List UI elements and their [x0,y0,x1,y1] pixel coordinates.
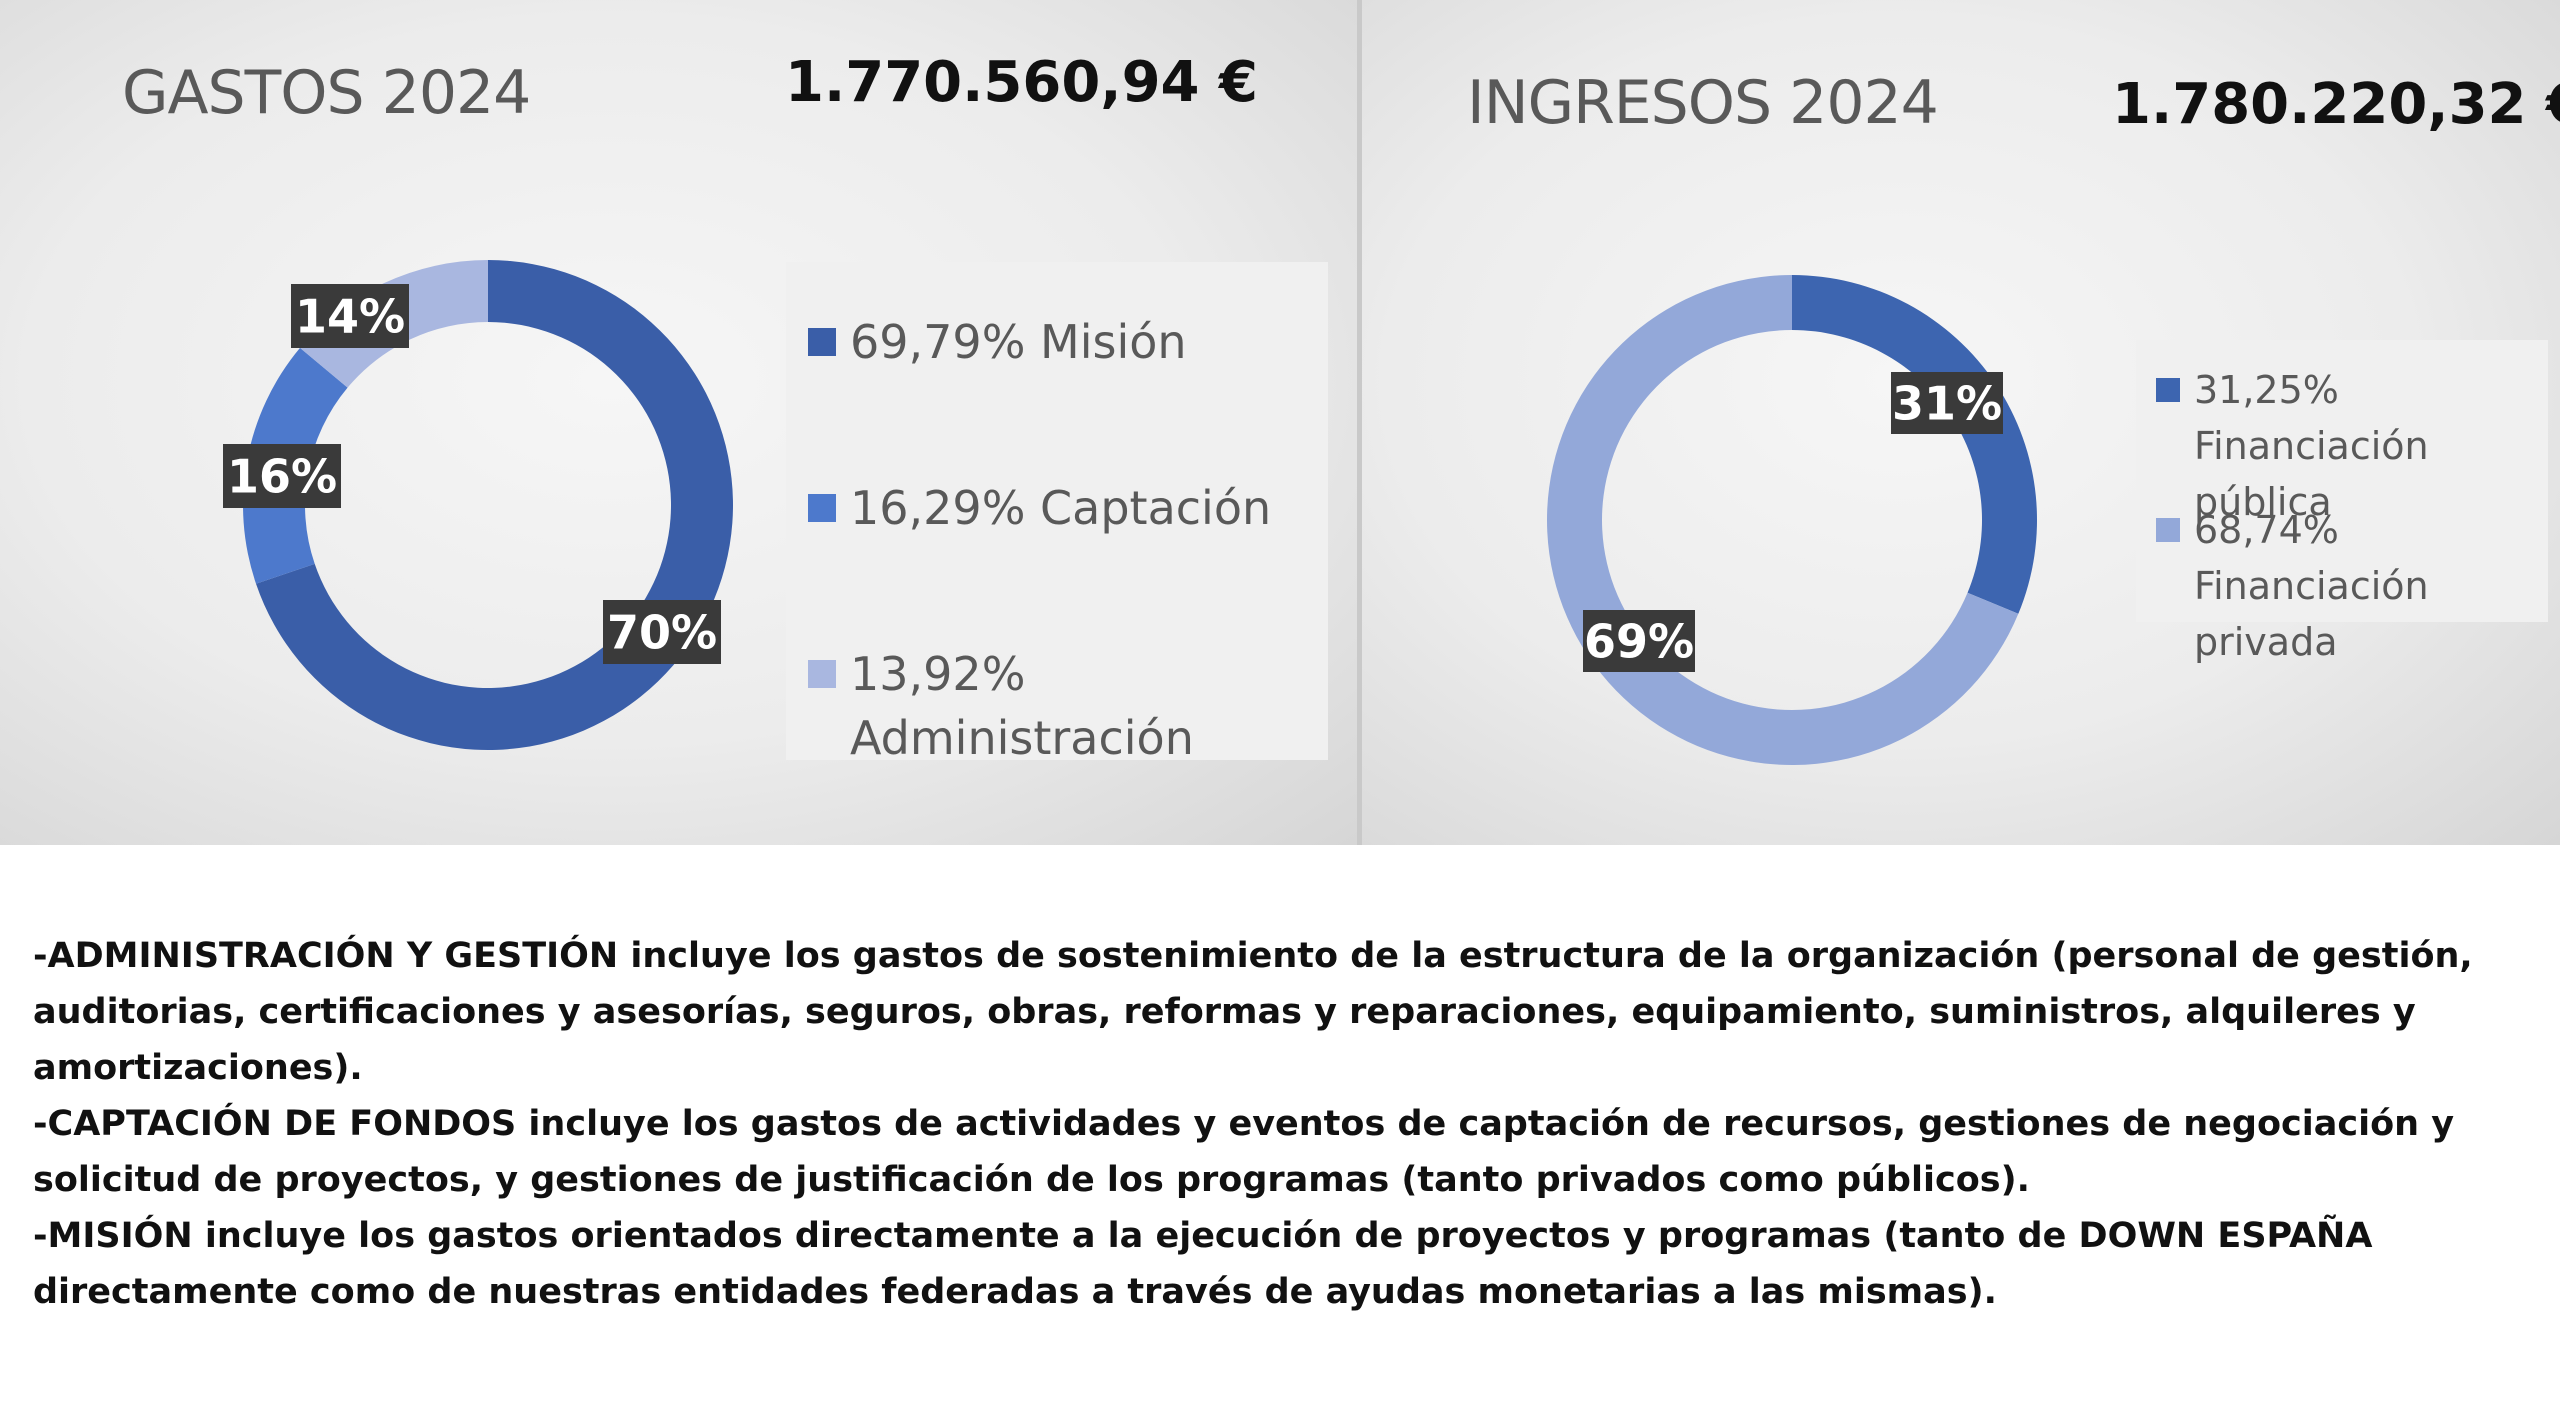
data-label-0: 70% [603,600,721,664]
data-label-text: 14% [295,290,405,344]
legend-swatch [808,494,836,522]
legend-item-misión: 69,79% Misión [808,310,1187,374]
legend-label-line: 69,79% Misión [850,315,1187,369]
expenses-donut-chart: 70% 16% 14% [223,260,733,750]
legend-swatch [2156,378,2180,402]
expenses-title: GASTOS 2024 [122,58,531,128]
legend-label: 31,25% Financiación pública [2194,362,2548,530]
legend-label: 68,74% Financiación privada [2194,502,2548,670]
definitions-notes: -ADMINISTRACIÓN Y GESTIÓN incluye los ga… [33,928,2533,1320]
note-fundraising: -CAPTACIÓN DE FONDOS incluye los gastos … [33,1104,2455,1200]
legend-label-line: 13,92% [850,647,1026,701]
data-label-text: 16% [227,450,337,504]
data-label-text: 69% [1584,615,1694,669]
legend-label: 16,29% Captación [850,476,1271,540]
legend-label-line: pública [2194,480,2332,524]
legend-item-administración: 13,92% Administración [808,642,1194,770]
expenses-panel: GASTOS 2024 1.770.560,94 € 70% 16% 14% 69,… [0,0,1357,845]
income-total: 1.780.220,32 € [2112,72,2560,137]
data-label-2: 14% [291,284,409,348]
note-mission: -MISIÓN incluye los gastos orientados di… [33,1216,2373,1312]
legend-item-financiación-privada: 68,74% Financiación privada [2156,502,2548,670]
donut-slice-financiación-pública [1792,275,2037,614]
legend-label-line: 31,25% Financiación [2194,368,2429,468]
legend-label: 13,92% Administración [850,642,1194,770]
income-legend: 31,25% Financiación pública 68,74% Financi… [2136,340,2548,664]
income-donut-chart: 31% 69% [1547,275,2037,765]
income-title: INGRESOS 2024 [1467,68,1939,138]
legend-label-line: 16,29% Captación [850,481,1272,535]
data-label-text: 31% [1892,377,2002,431]
data-label-0: 31% [1891,372,2003,434]
panel-divider [1357,0,1362,845]
expenses-legend: 69,79% Misión 16,29% Captación 13,92% Admin… [786,262,1328,765]
legend-item-financiación-pública: 31,25% Financiación pública [2156,362,2548,530]
income-panel: INGRESOS 2024 1.780.220,32 € 31% 69% 31,2… [1362,0,2560,845]
legend-swatch [808,660,836,688]
legend-label-line: Administración [850,711,1194,765]
legend-label: 69,79% Misión [850,310,1187,374]
legend-swatch [2156,518,2180,542]
data-label-1: 69% [1583,610,1695,672]
note-administration: -ADMINISTRACIÓN Y GESTIÓN incluye los ga… [33,936,2473,1088]
legend-item-captación: 16,29% Captación [808,476,1271,540]
data-label-text: 70% [607,606,717,660]
data-label-1: 16% [223,444,341,508]
legend-label-line: 68,74% Financiación [2194,508,2429,608]
expenses-total: 1.770.560,94 € [785,50,1258,115]
legend-swatch [808,328,836,356]
legend-label-line: privada [2194,620,2338,664]
